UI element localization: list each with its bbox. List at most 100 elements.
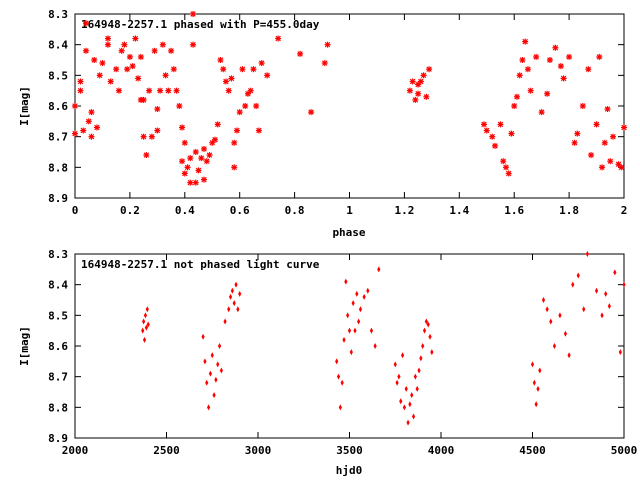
phased-data-point: [129, 62, 137, 70]
phased-data-points: [71, 10, 628, 187]
phased-data-point: [598, 163, 606, 171]
phased-data-point: [104, 41, 112, 49]
phased-data-point: [584, 65, 592, 73]
unphased-data-point: [538, 367, 542, 374]
phased-data-point: [532, 53, 540, 61]
phased-data-point: [258, 59, 266, 67]
phased-data-point: [603, 105, 612, 113]
unphased-data-point: [600, 312, 604, 319]
phased-data-point: [546, 56, 554, 64]
phased-data-point: [156, 87, 164, 95]
phased-data-point: [200, 145, 208, 153]
unphased-data-point: [604, 290, 608, 297]
unphased-data-point: [369, 327, 374, 334]
phased-plot-frame: [74, 13, 625, 199]
phased-data-point: [592, 120, 601, 129]
phased-data-point: [595, 53, 603, 61]
unphased-x-tick-label: 4000: [428, 444, 455, 457]
unphased-data-point: [393, 361, 397, 368]
phased-data-point: [499, 157, 507, 165]
phased-data-point: [151, 47, 159, 55]
unphased-data-point: [232, 300, 236, 307]
phased-data-point: [183, 163, 192, 171]
phased-data-point: [178, 157, 186, 165]
unphased-data-point: [421, 343, 425, 349]
unphased-data-point: [567, 352, 571, 359]
phased-data-point: [425, 65, 433, 73]
unphased-data-point: [223, 318, 227, 325]
unphased-data-point: [585, 251, 589, 257]
phased-data-point: [488, 133, 496, 141]
phased-data-point: [247, 87, 255, 95]
phased-data-point: [573, 130, 581, 138]
phased-y-tick-label: 8.6: [48, 100, 68, 113]
phased-data-point: [274, 34, 282, 43]
phased-x-tick-label: 1: [346, 204, 353, 217]
unphased-data-point: [411, 413, 416, 420]
phased-x-tick-label: 0: [72, 204, 79, 217]
phased-data-point: [230, 139, 238, 147]
phased-y-tick-label: 8.9: [48, 192, 68, 205]
phased-data-point: [172, 87, 181, 95]
unphased-ticks: 2000 2500 3000 3500 4000 4500 5000 8.3 8.4 8.5 8.6…: [48, 248, 637, 457]
phased-data-point: [307, 108, 315, 116]
phased-data-point: [189, 10, 197, 18]
phased-data-point: [263, 71, 271, 79]
unphased-data-point: [214, 376, 218, 383]
phased-data-point: [483, 126, 491, 135]
unphased-data-point: [417, 367, 421, 374]
phased-data-point: [557, 62, 565, 70]
phased-data-point: [409, 77, 417, 86]
phased-data-point: [153, 105, 161, 113]
phased-data-point: [90, 56, 98, 64]
unphased-data-point: [142, 318, 146, 325]
unphased-data-point: [430, 349, 434, 356]
unphased-data-point: [400, 352, 405, 359]
phased-data-point: [189, 41, 197, 49]
unphased-data-point: [234, 281, 238, 288]
unphased-data-point: [399, 398, 403, 405]
unphased-x-tick-label: 5000: [611, 444, 638, 457]
unphased-data-point: [347, 327, 352, 334]
unphased-data-point: [141, 327, 145, 334]
phased-data-point: [406, 87, 414, 95]
unphased-data-point: [406, 419, 410, 426]
unphased-data-point: [201, 333, 205, 340]
unphased-data-point: [358, 306, 363, 313]
phased-data-point: [480, 120, 488, 129]
unphased-y-tick-label: 8.7: [48, 371, 68, 384]
unphased-data-point: [210, 352, 214, 359]
unphased-data-point: [146, 321, 150, 328]
phased-data-point: [120, 41, 129, 49]
unphased-x-tick-label: 3000: [245, 444, 272, 457]
unphased-data-point: [541, 297, 546, 303]
unphased-data-points: [141, 251, 626, 426]
unphased-data-point: [552, 343, 557, 349]
unphased-data-point: [351, 300, 355, 307]
unphased-data-point: [145, 306, 149, 313]
unphased-data-point: [426, 321, 430, 328]
unphased-data-point: [582, 306, 586, 313]
phased-data-point: [543, 90, 551, 98]
unphased-y-tick-label: 8.3: [48, 248, 68, 261]
phased-x-tick-label: 2: [621, 204, 628, 217]
unphased-panel: 164948-2257.1 not phased light curve hjd…: [18, 248, 637, 477]
phased-y-axis-label: I[mag]: [18, 86, 31, 126]
unphased-data-point: [534, 401, 538, 408]
phased-data-point: [76, 87, 85, 95]
unphased-data-point: [594, 287, 599, 294]
unphased-data-point: [340, 379, 344, 386]
phased-data-point: [227, 74, 236, 83]
phased-data-point: [601, 139, 609, 147]
unphased-data-point: [402, 404, 406, 411]
phased-data-point: [551, 44, 559, 52]
phased-data-point: [85, 117, 93, 125]
unphased-x-tick-label: 2000: [62, 444, 89, 457]
unphased-data-point: [227, 306, 231, 313]
unphased-data-point: [344, 278, 348, 285]
unphased-data-point: [618, 349, 622, 356]
phased-data-point: [527, 87, 535, 95]
unphased-data-point: [205, 379, 209, 386]
phased-data-point: [192, 179, 200, 187]
